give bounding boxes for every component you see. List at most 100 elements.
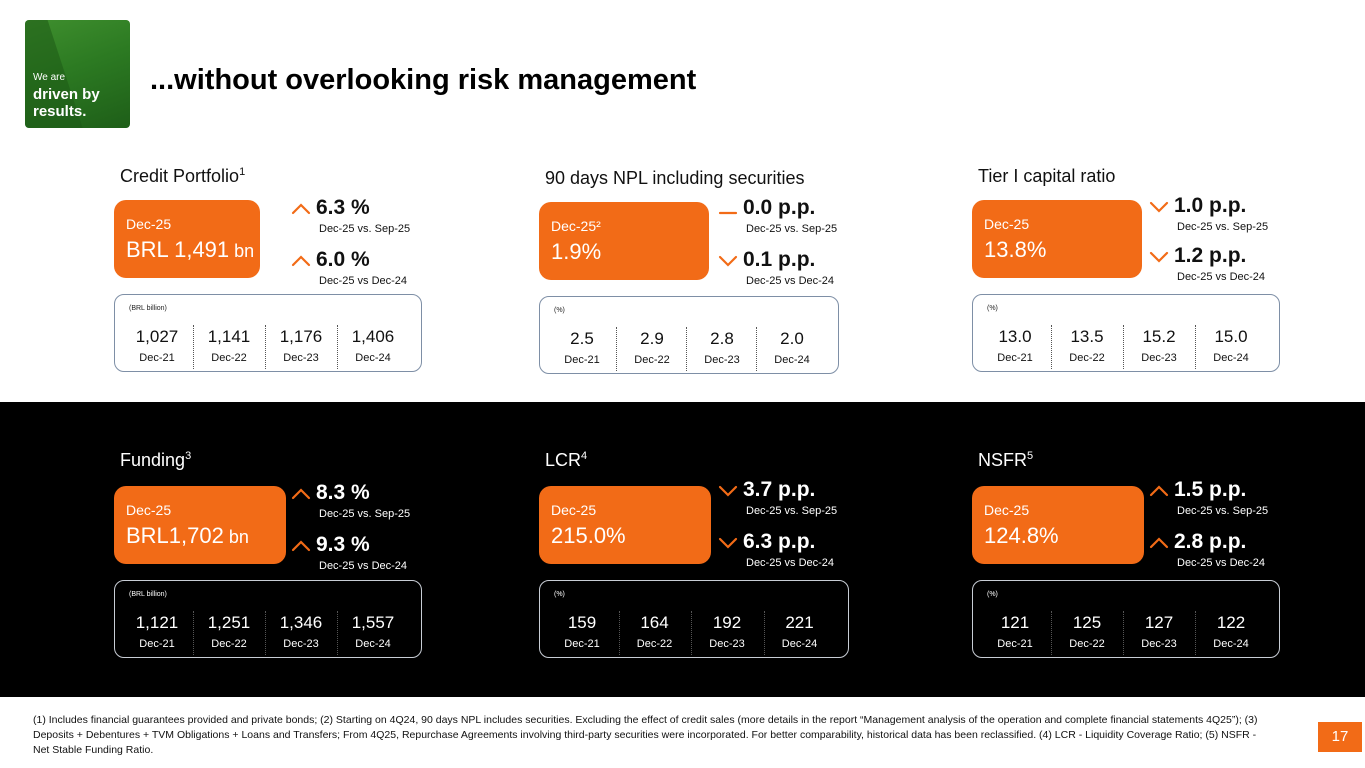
history-value: 1,121 xyxy=(135,613,179,632)
logo-tagline-small: We are xyxy=(33,72,66,83)
history-item: 125 Dec-22 xyxy=(1051,581,1123,659)
flat-dash-icon xyxy=(717,200,739,216)
delta-indicator: 2.8 p.p. Dec-25 vs Dec-24 xyxy=(1148,530,1298,570)
kpi-panel: NSFR5 Dec-25 124.8% 1.5 p.p. Dec-25 vs. Sep-… xyxy=(972,450,1292,690)
delta-compare: Dec-25 vs Dec-24 xyxy=(1177,557,1266,569)
arrow-up-icon xyxy=(1148,534,1170,550)
history-item: 2.5 Dec-21 xyxy=(546,297,618,375)
delta-indicator: 6.3 p.p. Dec-25 vs Dec-24 xyxy=(717,530,867,570)
history-item: 121 Dec-21 xyxy=(979,581,1051,659)
history-value: 15.2 xyxy=(1142,327,1176,346)
delta-indicator: 1.0 p.p. Dec-25 vs. Sep-25 xyxy=(1148,194,1298,234)
history-period: Dec-24 xyxy=(781,638,818,650)
history-item: 1,141 Dec-22 xyxy=(193,295,265,373)
history-period: Dec-22 xyxy=(211,352,247,364)
arrow-up-icon xyxy=(290,537,312,553)
panel-title-text: Funding xyxy=(120,450,186,470)
delta-value: 8.3 % xyxy=(316,481,370,504)
brand-logo: We are driven by results. xyxy=(25,20,130,128)
history-period: Dec-24 xyxy=(774,354,810,366)
delta-value: 9.3 % xyxy=(316,533,370,556)
footnote: (1) Includes financial guarantees provid… xyxy=(33,714,1258,756)
history-value: 1,141 xyxy=(207,327,251,346)
history-value: 2.8 xyxy=(710,329,734,348)
history-box: (%) 121 Dec-21 125 Dec-22 127 Dec-23 122 Dec-24 xyxy=(972,580,1280,658)
page-number: 17 xyxy=(1318,722,1362,752)
history-period: Dec-21 xyxy=(564,354,600,366)
panel-title-text: 90 days NPL including securities xyxy=(545,168,805,188)
history-item: 164 Dec-22 xyxy=(619,581,691,659)
hero-value: 1.9% xyxy=(551,239,602,264)
delta-value: 1.0 p.p. xyxy=(1174,194,1247,217)
hero-unit: bn xyxy=(229,241,255,261)
delta-compare: Dec-25 vs. Sep-25 xyxy=(1177,505,1269,517)
arrow-down-icon xyxy=(717,534,739,550)
hero-unit: bn xyxy=(223,527,249,547)
delta-indicator: 9.3 % Dec-25 vs Dec-24 xyxy=(290,533,440,573)
history-divider xyxy=(756,327,757,371)
history-period: Dec-22 xyxy=(634,354,670,366)
slide-title: ...without overlooking risk management xyxy=(150,64,697,96)
history-divider xyxy=(1123,611,1124,655)
delta-compare: Dec-25 vs. Sep-25 xyxy=(319,223,411,235)
history-period: Dec-24 xyxy=(355,352,391,364)
history-divider xyxy=(265,611,266,655)
history-item: 122 Dec-24 xyxy=(1195,581,1267,659)
kpi-panel: Credit Portfolio1 Dec-25 BRL 1,491 bn 6.3 %… xyxy=(114,166,434,406)
delta-indicator: 6.0 % Dec-25 vs Dec-24 xyxy=(290,248,440,288)
hero-metric-card: Dec-25 BRL1,702 bn xyxy=(114,486,286,564)
delta-value: 3.7 p.p. xyxy=(743,478,816,501)
delta-value: 1.5 p.p. xyxy=(1174,478,1247,501)
arrow-down-icon xyxy=(717,252,739,268)
history-value: 1,176 xyxy=(279,327,323,346)
delta-compare: Dec-25 vs Dec-24 xyxy=(319,275,408,287)
delta-compare: Dec-25 vs. Sep-25 xyxy=(746,505,838,517)
arrow-up-icon xyxy=(1148,482,1170,498)
delta-indicator: 0.0 p.p. Dec-25 vs. Sep-25 xyxy=(717,196,867,236)
history-divider xyxy=(1051,325,1052,369)
history-period: Dec-23 xyxy=(1141,352,1177,364)
history-period: Dec-23 xyxy=(1141,638,1177,650)
arrow-up-icon xyxy=(290,485,312,501)
history-value: 127 xyxy=(1144,613,1174,632)
history-item: 127 Dec-23 xyxy=(1123,581,1195,659)
delta-value: 1.2 p.p. xyxy=(1174,244,1247,267)
history-divider xyxy=(763,611,765,655)
panel-title: Funding3 xyxy=(120,450,191,471)
hero-value: 124.8% xyxy=(984,523,1059,548)
history-period: Dec-22 xyxy=(1069,638,1105,650)
kpi-panel: Funding3 Dec-25 BRL1,702 bn 8.3 % Dec-25 vs.… xyxy=(114,450,434,690)
history-item: 1,251 Dec-22 xyxy=(193,581,265,659)
hero-metric-card: Dec-25 124.8% xyxy=(972,486,1144,564)
kpi-panel: LCR4 Dec-25 215.0% 3.7 p.p. Dec-25 vs. Sep-2… xyxy=(539,450,859,690)
arrow-down-icon xyxy=(1148,198,1170,214)
hero-period: Dec-25 xyxy=(984,502,1030,518)
hero-period: Dec-25 xyxy=(126,502,172,518)
logo-tagline: driven by results. xyxy=(33,86,100,120)
history-item: 2.0 Dec-24 xyxy=(756,297,828,375)
panel-title: Credit Portfolio1 xyxy=(120,166,245,187)
history-value: 1,406 xyxy=(351,327,395,346)
history-value: 221 xyxy=(785,613,814,632)
history-item: 192 Dec-23 xyxy=(691,581,763,659)
panel-title: NSFR5 xyxy=(978,450,1033,471)
history-unit: (%) xyxy=(987,305,998,312)
history-value: 13.5 xyxy=(1070,327,1104,346)
history-period: Dec-22 xyxy=(636,638,673,650)
history-divider xyxy=(616,327,617,371)
delta-value: 0.0 p.p. xyxy=(743,196,816,219)
history-box: (BRL billion) 1,027 Dec-21 1,141 Dec-22 1,176… xyxy=(114,294,422,372)
history-unit: (BRL billion) xyxy=(129,591,167,598)
history-divider xyxy=(1195,611,1196,655)
panel-title-text: LCR xyxy=(545,450,582,470)
history-item: 159 Dec-21 xyxy=(546,581,618,659)
hero-metric-card: Dec-25 BRL 1,491 bn xyxy=(114,200,260,278)
history-box: (%) 2.5 Dec-21 2.9 Dec-22 2.8 Dec-23 2.0 Dec-24 xyxy=(539,296,839,374)
history-box: (%) 13.0 Dec-21 13.5 Dec-22 15.2 Dec-23 15.0 Dec… xyxy=(972,294,1280,372)
delta-value: 6.0 % xyxy=(316,248,370,271)
history-divider xyxy=(337,325,338,369)
delta-compare: Dec-25 vs. Sep-25 xyxy=(746,223,838,235)
history-item: 13.5 Dec-22 xyxy=(1051,295,1123,373)
panel-title-text: Tier I capital ratio xyxy=(978,166,1116,186)
delta-compare: Dec-25 vs Dec-24 xyxy=(1177,271,1266,283)
